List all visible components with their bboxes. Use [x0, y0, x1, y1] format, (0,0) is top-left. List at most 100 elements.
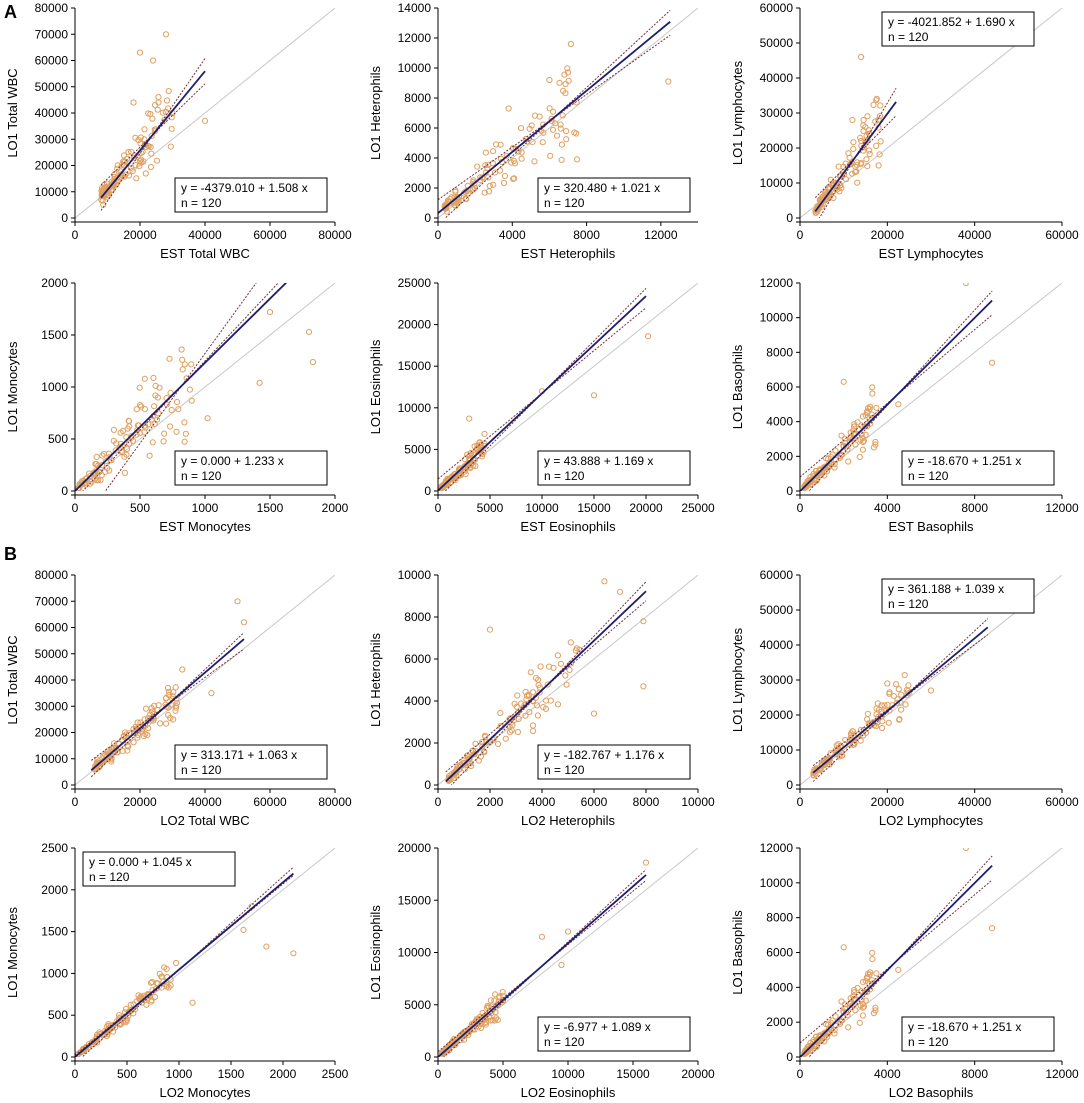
chart-a1-point — [122, 171, 129, 178]
chart-b6-y-tick-label: 12000 — [760, 841, 794, 855]
chart-b3-point — [878, 713, 885, 720]
chart-a6-y-tick-label: 8000 — [766, 345, 793, 359]
chart-a4-point — [309, 358, 316, 366]
chart-a5-y-tick-label: 20000 — [398, 318, 432, 332]
chart-b4-x-tick-label: 500 — [117, 1067, 137, 1081]
chart-a2-point — [510, 157, 518, 164]
chart-b2-point — [466, 755, 473, 763]
chart-b5-x-tick-label: 20000 — [681, 1067, 715, 1081]
chart-b6-point — [895, 966, 902, 974]
chart-a3-point — [830, 194, 837, 202]
chart-b2-point — [514, 728, 522, 736]
chart-a6-point — [872, 438, 879, 446]
chart-b3-point — [810, 769, 817, 777]
chart-b5-point — [493, 1015, 500, 1022]
chart-a4-identity-line — [75, 283, 335, 491]
chart-a6-legend: y = -18.670 + 1.251 xn = 120 — [901, 450, 1055, 486]
chart-a6-y-tick-label: 10000 — [760, 311, 794, 325]
chart-a2-point — [560, 87, 567, 95]
chart-a1-x-tick-label: 20000 — [123, 228, 157, 242]
chart-a5-legend: y = 43.888 + 1.169 xn = 120 — [537, 450, 691, 486]
chart-b5-point — [484, 1002, 491, 1009]
chart-b4-y-tick-label: 2500 — [41, 841, 68, 855]
chart-a1-y-tick-label: 20000 — [35, 159, 69, 173]
chart-b2-point — [526, 709, 533, 716]
chart-a4-x-axis-title: EST Monocytes — [159, 519, 251, 534]
chart-a1-point — [167, 143, 174, 150]
chart-a2-regression-line — [438, 21, 671, 214]
chart-b5-point — [481, 1020, 488, 1027]
chart-b3-y-tick-label: 20000 — [760, 708, 794, 722]
chart-a6-point — [858, 431, 865, 438]
chart-a4-point — [168, 406, 175, 414]
chart-b2-point — [467, 760, 474, 767]
chart-a2-y-tick-label: 4000 — [404, 151, 431, 165]
chart-a5-point — [481, 430, 488, 437]
chart-a3-y-tick-label: 40000 — [760, 71, 794, 85]
chart-b5-point — [480, 1013, 487, 1020]
chart-a1-y-tick-label: 50000 — [35, 80, 69, 94]
chart-a3-point — [836, 188, 843, 195]
chart-b3-point — [849, 728, 856, 735]
chart-b3-point — [874, 700, 882, 707]
chart-a3-point — [812, 207, 819, 214]
chart-a1-point — [155, 94, 162, 101]
chart-a6-y-tick-label: 2000 — [766, 449, 793, 463]
chart-a2-point — [482, 149, 489, 156]
chart-b1-x-tick-label: 0 — [72, 795, 79, 809]
chart-a3-legend-box — [881, 11, 1035, 47]
chart-a1-point — [142, 170, 149, 177]
chart-a6-point — [962, 283, 969, 287]
chart-b6-point — [862, 977, 869, 984]
chart-a6-point — [851, 423, 858, 430]
chart-b1-point — [163, 720, 170, 727]
chart-a2-point — [482, 162, 489, 169]
chart-a2-point — [505, 105, 512, 112]
chart-b6-y-tick-label: 2000 — [766, 1015, 793, 1029]
chart-a4-y-tick-label: 500 — [48, 432, 68, 446]
chart-a4-point — [155, 410, 162, 417]
chart-b4-point — [116, 1020, 123, 1028]
chart-b2-point — [471, 751, 478, 758]
chart-b1-point — [147, 711, 154, 718]
chart-a2-point — [546, 105, 553, 112]
chart-b5-point — [478, 1024, 485, 1032]
chart-a4-point — [149, 439, 156, 446]
chart-a2-point — [665, 78, 672, 85]
chart-a2-point — [558, 141, 566, 148]
chart-a2-point — [515, 148, 522, 155]
chart-a4-point — [154, 394, 161, 401]
chart-b3-regression-line — [812, 626, 989, 774]
chart-b6-point — [869, 956, 876, 963]
chart-b2-point — [524, 692, 531, 699]
chart-b3-y-axis-title: LO1 Lymphocytes — [730, 627, 745, 732]
chart-b3-legend-box — [881, 578, 1035, 614]
chart-a2-point — [553, 132, 561, 139]
chart-a6-point — [831, 464, 838, 471]
chart-a2-point — [564, 69, 572, 76]
chart-b3-point — [857, 737, 864, 744]
chart-a2-point — [492, 169, 499, 176]
chart-a2-point — [557, 125, 564, 132]
chart-a4-point — [188, 361, 195, 368]
chart-a6-x-axis-title: EST Basophils — [888, 519, 974, 534]
chart-a2-point — [481, 189, 488, 196]
chart-b2-equation: y = -182.767 + 1.176 x — [544, 748, 664, 762]
chart-a4-x-tick-label: 500 — [130, 501, 150, 515]
chart-b2-n-label: n = 120 — [544, 763, 585, 777]
chart-a6-y-tick-label: 6000 — [766, 380, 793, 394]
chart-b2-y-tick-label: 6000 — [404, 652, 431, 666]
chart-b5-point — [485, 1003, 492, 1011]
chart-b5-x-tick-label: 0 — [435, 1067, 442, 1081]
chart-a3-point — [835, 163, 842, 170]
chart-b2-point — [566, 666, 573, 674]
chart-a4-point — [98, 472, 105, 479]
chart-b4-x-tick-label: 2000 — [270, 1067, 297, 1081]
chart-a1-point — [120, 158, 127, 165]
chart-a6-point — [854, 419, 861, 426]
chart-b6-point — [838, 1017, 846, 1024]
chart-b4-n-label: n = 120 — [89, 870, 130, 884]
chart-a4-point — [178, 346, 185, 353]
chart-a3-point — [860, 127, 867, 134]
chart-b6-y-tick-label: 0 — [786, 1050, 793, 1064]
